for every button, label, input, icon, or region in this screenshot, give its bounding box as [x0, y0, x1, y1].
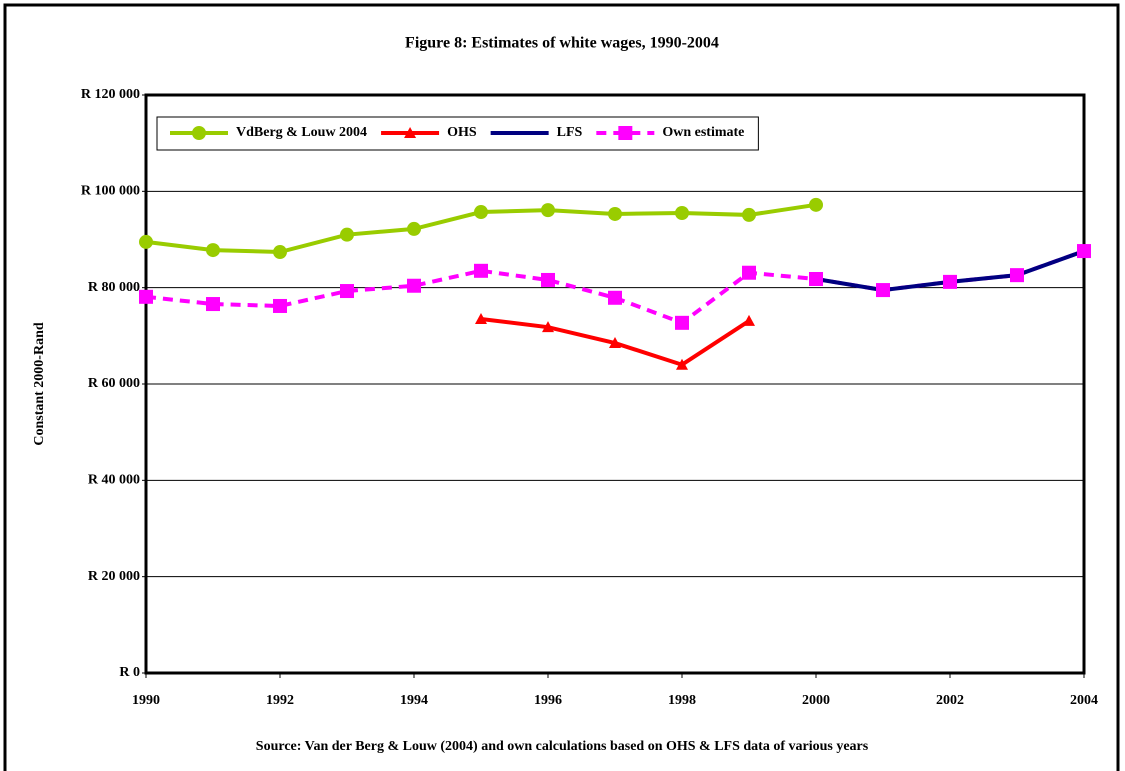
y-tick-label: R 0 [119, 665, 140, 680]
point [407, 278, 421, 293]
point [206, 297, 220, 312]
y-tick-label: R 20 000 [88, 569, 140, 584]
point [1010, 268, 1024, 283]
frame [3, 3, 1120, 771]
legend-label: Own estimate [662, 125, 744, 140]
point [139, 289, 153, 304]
point [273, 245, 287, 260]
legend-label: OHS [447, 125, 477, 140]
x-tick-label: 1998 [668, 693, 696, 708]
legend-label: VdBerg & Louw 2004 [236, 125, 367, 140]
y-tick-label: R 100 000 [81, 184, 140, 199]
point [206, 243, 220, 258]
point [809, 271, 823, 286]
y-tick-label: R 120 000 [81, 87, 140, 102]
legend-box [156, 116, 759, 151]
y-tick-label: R 40 000 [88, 473, 140, 488]
point [809, 197, 823, 212]
point [514, 131, 525, 135]
point [608, 290, 622, 305]
point [675, 315, 689, 330]
point [340, 284, 354, 299]
source-note: Source: Van der Berg & Louw (2004) and o… [256, 739, 869, 754]
x-tick-label: 2000 [802, 693, 830, 708]
point [541, 272, 555, 287]
point [474, 263, 488, 278]
point [743, 314, 755, 326]
point [742, 265, 756, 280]
point [1077, 244, 1091, 259]
series-line [145, 249, 1085, 326]
x-tick-label: 1996 [534, 693, 562, 708]
point [404, 127, 417, 138]
legend-label: LFS [557, 125, 583, 140]
point [192, 126, 206, 140]
point [742, 207, 756, 222]
point [407, 221, 421, 236]
point [608, 206, 622, 221]
y-tick-label: R 60 000 [88, 376, 140, 391]
point [541, 203, 555, 218]
y-axis-title: Constant 2000-Rand [32, 322, 47, 446]
point [475, 312, 487, 324]
point [876, 283, 890, 298]
x-tick-label: 2002 [936, 693, 964, 708]
x-tick-label: 1994 [400, 693, 428, 708]
point [340, 227, 354, 242]
point [542, 321, 554, 333]
plot-border [144, 93, 1086, 675]
legend: VdBerg & Louw 2004 OHS LFS Own estimate [156, 116, 759, 151]
x-tick-label: 1990 [132, 693, 160, 708]
x-tick-label: 1992 [266, 693, 294, 708]
point [675, 206, 689, 221]
point [618, 126, 633, 140]
point [474, 205, 488, 220]
point [139, 234, 153, 249]
x-tick-label: 2004 [1070, 693, 1098, 708]
chart-title: Figure 8: Estimates of white wages, 1990… [405, 35, 719, 52]
point [609, 337, 621, 349]
y-tick-label: R 80 000 [88, 280, 140, 295]
point [943, 274, 957, 289]
point [273, 298, 287, 313]
point [676, 358, 688, 370]
